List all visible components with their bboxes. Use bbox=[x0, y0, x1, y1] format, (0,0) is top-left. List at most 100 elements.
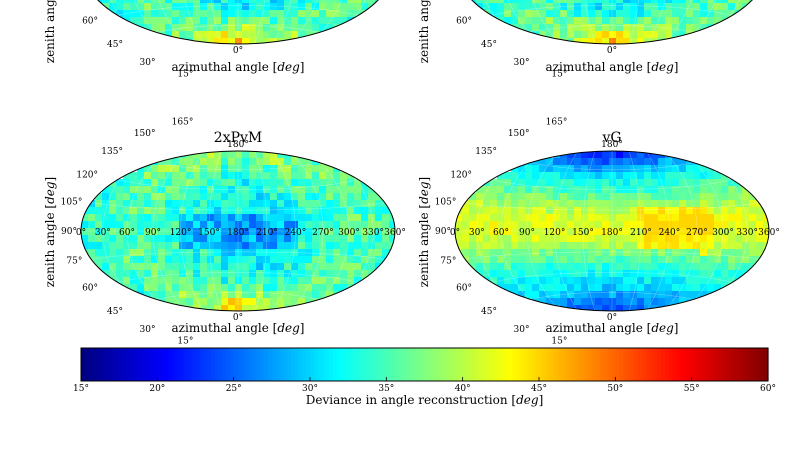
heatmap-cell bbox=[581, 179, 589, 187]
heatmap-cell bbox=[483, 214, 491, 222]
colorbar-segment bbox=[229, 348, 235, 381]
heatmap-cell bbox=[525, 235, 533, 243]
heatmap-cell bbox=[560, 284, 568, 292]
heatmap-cell bbox=[651, 3, 659, 11]
heatmap-cell bbox=[560, 31, 568, 39]
heatmap-cell bbox=[504, 284, 512, 292]
heatmap-cell bbox=[116, 221, 124, 229]
heatmap-cell bbox=[193, 235, 201, 243]
heatmap-cell bbox=[672, 179, 680, 187]
heatmap-cell bbox=[354, 0, 362, 4]
x-tick-label: 0° bbox=[76, 228, 86, 238]
heatmap-cell bbox=[270, 38, 278, 44]
heatmap-cell bbox=[504, 214, 512, 222]
heatmap-cell bbox=[679, 277, 687, 285]
heatmap-cell bbox=[644, 270, 652, 278]
heatmap-cell bbox=[144, 200, 152, 208]
colorbar-segment bbox=[695, 348, 700, 381]
heatmap-cell bbox=[518, 270, 526, 278]
heatmap-cell bbox=[221, 242, 229, 250]
heatmap-cell bbox=[214, 284, 222, 292]
heatmap-cell bbox=[270, 277, 278, 285]
heatmap-cell bbox=[644, 207, 652, 215]
x-axis-label: azimuthal angle [deg] bbox=[546, 60, 679, 74]
colorbar-segment bbox=[122, 348, 128, 381]
heatmap-cell bbox=[560, 0, 568, 4]
heatmap-cell bbox=[735, 242, 743, 250]
heatmap-cell bbox=[186, 172, 194, 180]
panel-top-right: 0°15°30°45°60°azimuthal angle [deg]zenit… bbox=[417, 0, 757, 79]
heatmap-cell bbox=[518, 186, 526, 194]
heatmap-cell bbox=[291, 0, 299, 4]
colorbar-segment bbox=[149, 348, 155, 381]
heatmap-cell bbox=[581, 31, 589, 39]
heatmap-cell bbox=[277, 193, 285, 201]
heatmap-cell bbox=[560, 291, 568, 299]
heatmap-cell bbox=[228, 277, 236, 285]
heatmap-cell bbox=[144, 179, 152, 187]
heatmap-cell bbox=[200, 263, 208, 271]
colorbar-segment bbox=[573, 348, 578, 381]
heatmap-cell bbox=[637, 249, 645, 257]
heatmap-cell bbox=[637, 305, 645, 311]
heatmap-cell bbox=[602, 158, 610, 166]
colorbar-segment bbox=[733, 348, 739, 381]
heatmap-cell bbox=[707, 0, 715, 4]
x-axis-label: azimuthal angle [deg] bbox=[172, 60, 305, 74]
y-tick-label: 30° bbox=[140, 325, 156, 335]
heatmap-cell bbox=[256, 38, 264, 44]
heatmap-cell bbox=[700, 207, 708, 215]
heatmap-cell bbox=[504, 228, 512, 236]
heatmap-cell bbox=[616, 235, 624, 243]
heatmap-cell bbox=[658, 284, 666, 292]
heatmap-cell bbox=[333, 193, 341, 201]
heatmap-cell bbox=[298, 31, 306, 39]
y-tick-label: 0° bbox=[233, 313, 243, 323]
heatmap-cell bbox=[144, 172, 152, 180]
heatmap-cell bbox=[319, 242, 327, 250]
heatmap-cell bbox=[630, 31, 638, 39]
heatmap-cell bbox=[354, 235, 362, 243]
colorbar-segment bbox=[569, 348, 574, 381]
heatmap-cell bbox=[581, 221, 589, 229]
heatmap-cell bbox=[305, 10, 313, 18]
heatmap-cell bbox=[228, 186, 236, 194]
heatmap-cell bbox=[609, 151, 617, 159]
heatmap-cell bbox=[284, 200, 292, 208]
heatmap-cell bbox=[553, 242, 561, 250]
heatmap-cell bbox=[186, 242, 194, 250]
colorbar-segment bbox=[645, 348, 651, 381]
colorbar-segment bbox=[214, 348, 219, 381]
heatmap-cell bbox=[602, 165, 610, 173]
heatmap-cell bbox=[546, 17, 554, 25]
heatmap-cell bbox=[623, 242, 631, 250]
heatmap-cell bbox=[546, 200, 554, 208]
colorbar-frame bbox=[80, 347, 769, 382]
colorbar-segment bbox=[256, 348, 261, 381]
heatmap-cell bbox=[312, 3, 320, 11]
heatmap-cell bbox=[291, 24, 299, 32]
heatmap-cell bbox=[270, 256, 278, 264]
heatmap-cell bbox=[735, 200, 743, 208]
heatmap-cell bbox=[504, 270, 512, 278]
heatmap-cell bbox=[186, 3, 194, 11]
heatmap-cell bbox=[298, 24, 306, 32]
heatmap-cell bbox=[158, 207, 166, 215]
y-tick-label: 60° bbox=[82, 17, 98, 27]
heatmap-cell bbox=[546, 291, 554, 299]
heatmap-cell bbox=[347, 256, 355, 264]
heatmap-cell bbox=[588, 277, 596, 285]
heatmap-cell bbox=[263, 31, 271, 39]
heatmap-cell bbox=[312, 179, 320, 187]
colorbar-segment bbox=[264, 348, 269, 381]
heatmap-cell bbox=[158, 3, 166, 11]
heatmap-cell bbox=[455, 235, 463, 243]
heatmap-cell bbox=[256, 24, 264, 32]
heatmap-cell bbox=[158, 277, 166, 285]
heatmap-cell bbox=[630, 193, 638, 201]
colorbar-segment bbox=[382, 348, 387, 381]
heatmap-cell bbox=[651, 165, 659, 173]
heatmap-cell bbox=[588, 186, 596, 194]
heatmap-cell bbox=[532, 200, 540, 208]
heatmap-cell bbox=[263, 0, 271, 4]
